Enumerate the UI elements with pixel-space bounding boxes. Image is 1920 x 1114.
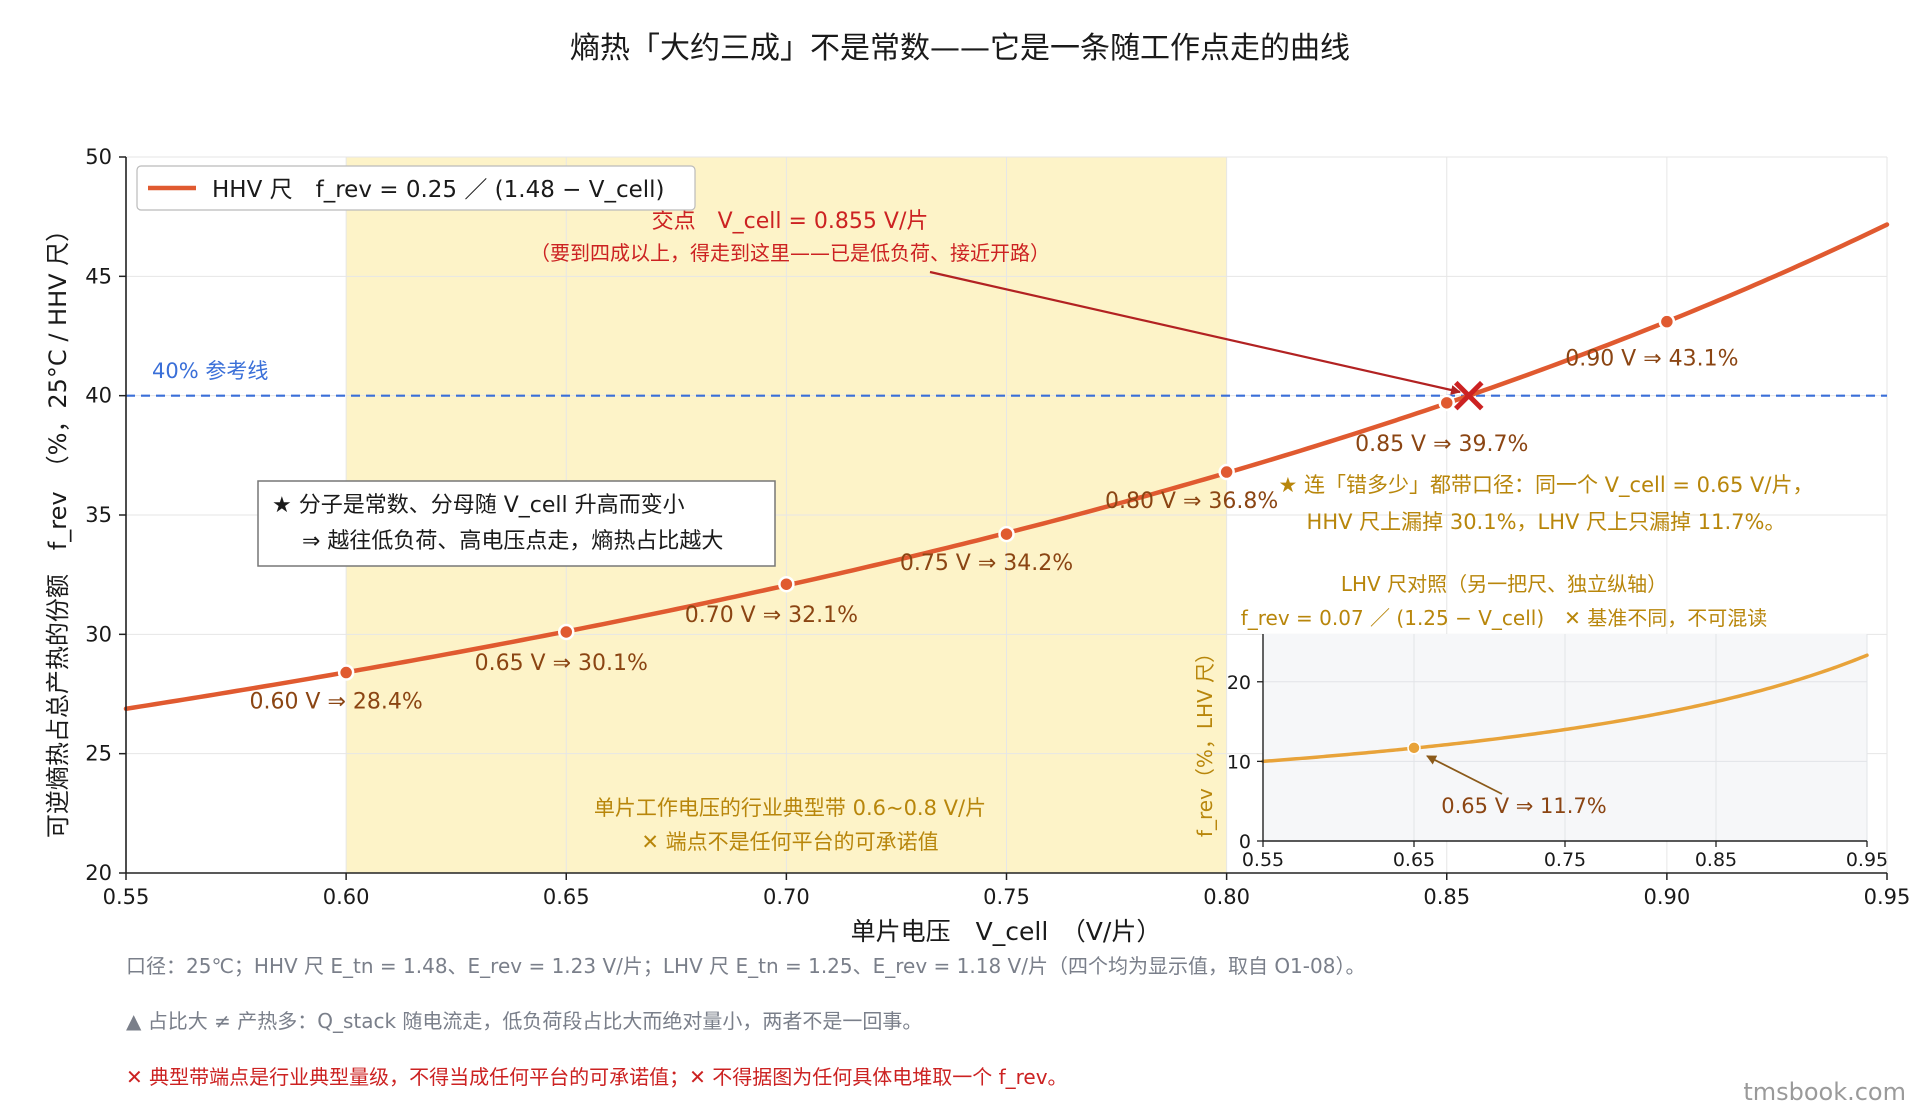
x-tick-label-4: 0.75	[983, 885, 1030, 909]
main-x-ticks: 0.55 0.60 0.65 0.70 0.75 0.80 0.85 0.90 0.95	[103, 873, 1911, 909]
legend-box	[136, 165, 696, 211]
hhv-point-label-4: 0.80 V ⇒ 36.8%	[1105, 489, 1278, 514]
inset-y-tick-label-2: 20	[1227, 672, 1251, 694]
x-tick-label-3: 0.70	[763, 885, 810, 909]
x-tick-label-6: 0.85	[1423, 885, 1470, 909]
inset-x-tick-label-3: 0.85	[1695, 849, 1737, 871]
inset-y-axis-label: f_rev（%，LHV 尺）	[1193, 643, 1217, 837]
hhv-point-label-1: 0.65 V ⇒ 30.1%	[475, 651, 648, 676]
y-tick-label-4: 40	[85, 384, 112, 408]
ref-line-label: 40% 参考线	[152, 359, 268, 383]
hhv-point-3	[998, 525, 1015, 543]
inset-subtitle: f_rev = 0.07 ／ (1.25 − V_cell) ✕ 基准不同，不可…	[1241, 606, 1768, 630]
hhv-point-1	[558, 623, 575, 641]
y-tick-label-6: 50	[85, 145, 112, 169]
lhv-points: 0.65 V ⇒ 11.7%	[1407, 741, 1607, 818]
hhv-point-label-3: 0.75 V ⇒ 34.2%	[900, 551, 1073, 576]
lhv-curve	[1261, 653, 1869, 764]
inset-x-tick-label-0: 0.55	[1242, 849, 1284, 871]
note-line-1: ★ 连「错多少」都带口径：同一个 V_cell = 0.65 V/片，	[1279, 473, 1814, 498]
hhv-point-label-6: 0.90 V ⇒ 43.1%	[1565, 347, 1738, 372]
x-tick-label-1: 0.60	[323, 885, 370, 909]
inset-x-ticks: 0.55 0.65 0.75 0.85 0.95	[1242, 841, 1888, 871]
footnote-ratio: ▲ 占比大 ≠ 产热多：Q_stack 随电流走，低负荷段占比大而绝对量小，两者…	[126, 1009, 923, 1033]
inset-y-tick-label-0: 0	[1239, 831, 1251, 853]
y-axis-label: 可逆熵热占总产热的份额 f_rev （%，25°C / HHV 尺）	[44, 218, 72, 838]
band-label-2: ✕ 端点不是任何平台的可承诺值	[641, 830, 938, 854]
hhv-point-label-5: 0.85 V ⇒ 39.7%	[1355, 432, 1528, 457]
hhv-point-4	[1218, 463, 1235, 481]
callout-line-2: ⇒ 越往低负荷、高电压点走，熵热占比越大	[302, 529, 723, 554]
callout-box	[257, 480, 776, 567]
inset-x-tick-label-2: 0.75	[1544, 849, 1586, 871]
footnote-basis: 口径：25℃；HHV 尺 E_tn = 1.48、E_rev = 1.23 V/…	[126, 954, 1366, 978]
lhv-point-label-0: 0.65 V ⇒ 11.7%	[1441, 794, 1606, 818]
intersection-label-1: 交点 V_cell = 0.855 V/片	[652, 209, 929, 234]
inset-x-tick-label-4: 0.95	[1846, 849, 1888, 871]
chart-title: 熵热「大约三成」不是常数——它是一条随工作点走的曲线	[570, 31, 1350, 66]
note-line-2: HHV 尺上漏掉 30.1%，LHV 尺上只漏掉 11.7%。	[1307, 510, 1786, 534]
lhv-series	[1261, 653, 1869, 764]
y-tick-label-2: 30	[85, 622, 112, 646]
hhv-point-5	[1438, 394, 1455, 412]
intersection-label-2: （要到四成以上，得走到这里——已是低负荷、接近开路）	[530, 241, 1050, 265]
x-tick-label-0: 0.55	[103, 885, 150, 909]
inset-y-ticks: 0 10 20	[1227, 672, 1263, 853]
inset-x-tick-label-1: 0.65	[1393, 849, 1435, 871]
x-tick-label-7: 0.90	[1643, 885, 1690, 909]
footnote-warning: ✕ 典型带端点是行业典型量级，不得当成任何平台的可承诺值；✕ 不得据图为任何具体…	[126, 1065, 1068, 1089]
y-tick-label-3: 35	[85, 503, 112, 527]
lhv-point-0	[1407, 741, 1421, 755]
main-y-ticks: 20 25 30 35 40 45 50	[85, 145, 126, 885]
hhv-point-0	[337, 664, 355, 681]
legend-label: HHV 尺 f_rev = 0.25 ／ (1.48 − V_cell)	[212, 177, 665, 203]
inset-y-tick-label-1: 10	[1227, 751, 1251, 773]
hhv-point-label-0: 0.60 V ⇒ 28.4%	[249, 690, 422, 715]
hhv-point-2	[778, 575, 795, 593]
hhv-point-label-2: 0.70 V ⇒ 32.1%	[685, 603, 858, 628]
y-tick-label-5: 45	[85, 264, 112, 288]
hhv-points: 0.60 V ⇒ 28.4% 0.65 V ⇒ 30.1% 0.70 V ⇒ 32.…	[249, 313, 1739, 715]
y-tick-label-1: 25	[85, 742, 112, 766]
y-tick-label-0: 20	[85, 861, 112, 885]
intersection-x-marker	[1453, 380, 1484, 411]
band-label-1: 单片工作电压的行业典型带 0.6~0.8 V/片	[594, 796, 986, 820]
callout-line-1: ★ 分子是常数、分母随 V_cell 升高而变小	[272, 493, 685, 518]
x-axis-label: 单片电压 V_cell （V/片）	[851, 917, 1162, 946]
x-tick-label-5: 0.80	[1203, 885, 1250, 909]
x-tick-label-2: 0.65	[543, 885, 590, 909]
intersection-x-stroke-2	[1453, 380, 1484, 411]
inset-point-arrow	[1426, 755, 1503, 795]
hhv-point-6	[1658, 313, 1676, 330]
watermark: tmsbook.com	[1743, 1078, 1906, 1106]
x-tick-label-8: 0.95	[1864, 885, 1911, 909]
inset-title: LHV 尺对照（另一把尺、独立纵轴）	[1341, 572, 1667, 596]
intersection-arrow	[929, 270, 1461, 395]
